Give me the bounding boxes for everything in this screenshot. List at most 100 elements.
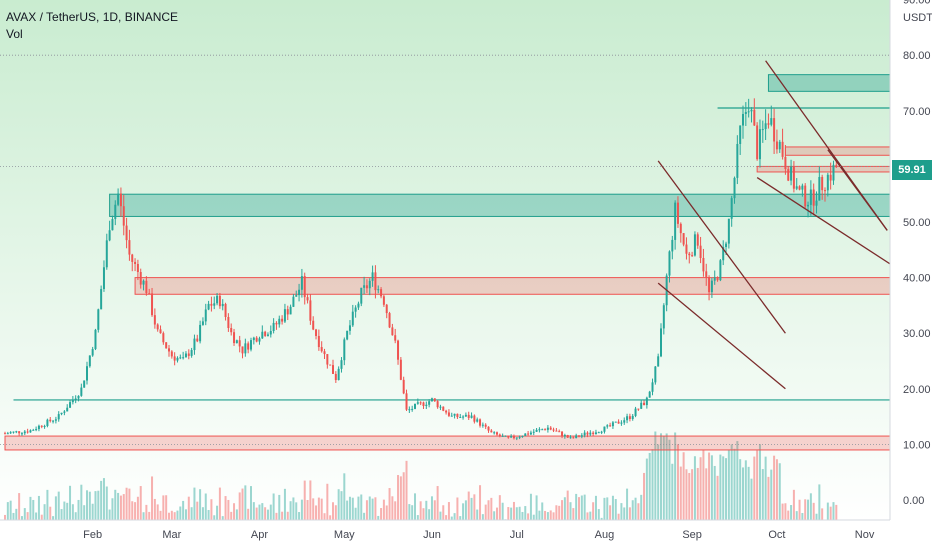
volume-bar: [778, 463, 781, 520]
candle-body: [510, 436, 513, 438]
volume-bar: [589, 511, 592, 520]
volume-bar: [671, 463, 674, 520]
volume-bar: [756, 450, 759, 520]
volume-bar: [111, 498, 114, 520]
candle-body: [470, 415, 473, 418]
candle-body: [541, 429, 544, 431]
candle-body: [187, 353, 190, 356]
volume-bar: [230, 511, 233, 520]
volume-bar: [18, 493, 21, 520]
volume-bar: [182, 500, 185, 520]
candle-body: [176, 357, 179, 361]
candle-body: [572, 437, 575, 439]
candle-body: [594, 432, 597, 435]
candle-body: [136, 263, 139, 273]
volume-bar: [49, 506, 52, 520]
candle-body: [529, 432, 532, 435]
candle-body: [742, 113, 744, 126]
volume-bar: [329, 515, 332, 520]
volume-bar: [696, 467, 699, 520]
volume-bar: [736, 441, 739, 520]
volume-bar: [86, 490, 88, 520]
volume-bar: [815, 513, 818, 520]
volume-bar: [97, 490, 100, 520]
candle-body: [739, 125, 742, 144]
candle-body: [566, 435, 569, 438]
volume-bar: [252, 502, 255, 520]
volume-bar: [227, 499, 230, 520]
volume-bar: [363, 512, 366, 520]
candle-body: [343, 339, 346, 361]
volume-bar: [442, 505, 445, 520]
candle-body: [374, 272, 377, 291]
volume-bar: [529, 493, 532, 520]
candle-body: [527, 433, 530, 435]
candle-body: [12, 431, 15, 433]
candle-body: [668, 251, 671, 276]
volume-bar: [201, 507, 204, 520]
candle-body: [29, 430, 32, 433]
candle-body: [221, 303, 224, 307]
candle-body: [634, 408, 637, 416]
volume-bar: [462, 503, 465, 520]
volume-bar: [71, 504, 74, 520]
volume-bar: [722, 456, 725, 520]
y-tick-label: 20.00: [903, 384, 931, 396]
candle-body: [821, 176, 824, 191]
candle-body: [790, 166, 793, 181]
candle-body: [518, 436, 521, 438]
candle-body: [329, 364, 332, 366]
volume-bar: [645, 458, 648, 520]
volume-bar: [128, 488, 131, 520]
candle-body: [671, 239, 674, 252]
volume-bar: [416, 515, 419, 520]
volume-bar: [312, 498, 315, 520]
candle-body: [736, 143, 739, 178]
candle-body: [685, 244, 688, 254]
candle-body: [648, 391, 651, 398]
volume-bar: [710, 455, 713, 520]
candle-body: [691, 255, 694, 257]
candle-body: [303, 276, 306, 298]
candle-body: [753, 109, 756, 126]
volume-bar: [758, 444, 761, 520]
candle-body: [278, 318, 281, 325]
candle-body: [479, 419, 482, 426]
candle-body: [119, 193, 122, 207]
candle-body: [266, 334, 269, 336]
volume-bar: [835, 504, 838, 520]
volume-bar: [286, 511, 289, 520]
volume-bar: [173, 512, 176, 520]
candle-body: [756, 125, 759, 160]
volume-bar: [131, 501, 134, 520]
volume-bar: [148, 511, 151, 520]
volume-bar: [168, 512, 170, 520]
candle-body: [597, 432, 600, 434]
volume-bar: [199, 489, 202, 520]
candle-body: [63, 411, 66, 413]
volume-bar: [594, 495, 597, 520]
volume-bar: [408, 504, 411, 520]
volume-bar: [334, 505, 337, 520]
candle-body: [80, 387, 83, 396]
candle-body: [640, 402, 643, 409]
volume-bar: [382, 499, 385, 520]
volume-bar: [804, 499, 807, 520]
candle-body: [626, 416, 629, 421]
candle-body: [496, 432, 498, 435]
candle-body: [674, 202, 677, 240]
candle-body: [580, 435, 583, 437]
x-tick-label: Jul: [510, 529, 524, 541]
volume-bar: [795, 511, 798, 520]
candle-body: [23, 431, 26, 434]
volume-bar: [340, 491, 343, 520]
candle-body: [575, 435, 578, 439]
candle-body: [122, 206, 125, 226]
candle-body: [744, 111, 747, 114]
volume-bar: [283, 488, 286, 520]
candle-body: [15, 431, 18, 433]
volume-bar: [773, 455, 776, 520]
volume-bar: [450, 516, 453, 520]
candle-body: [549, 427, 552, 430]
